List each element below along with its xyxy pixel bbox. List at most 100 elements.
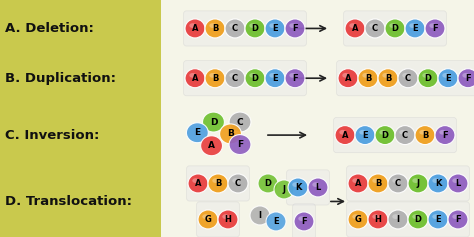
Ellipse shape — [425, 19, 445, 38]
Ellipse shape — [368, 210, 388, 229]
Ellipse shape — [372, 178, 379, 183]
Ellipse shape — [265, 69, 285, 88]
Ellipse shape — [392, 214, 399, 219]
Text: D: D — [252, 74, 258, 83]
Text: B. Duplication:: B. Duplication: — [5, 72, 116, 85]
Ellipse shape — [201, 136, 222, 156]
Ellipse shape — [398, 69, 418, 88]
Ellipse shape — [265, 19, 285, 38]
Ellipse shape — [205, 19, 225, 38]
Text: A: A — [195, 179, 201, 188]
Text: C: C — [237, 118, 243, 127]
Ellipse shape — [385, 19, 405, 38]
FancyBboxPatch shape — [183, 61, 306, 96]
FancyBboxPatch shape — [344, 11, 447, 46]
Text: K: K — [295, 183, 301, 192]
Ellipse shape — [352, 214, 359, 219]
Ellipse shape — [448, 210, 468, 229]
Ellipse shape — [362, 73, 369, 78]
Ellipse shape — [345, 19, 365, 38]
Ellipse shape — [348, 210, 368, 229]
Ellipse shape — [218, 210, 238, 229]
Ellipse shape — [410, 23, 416, 28]
Text: E: E — [273, 217, 279, 226]
Ellipse shape — [435, 126, 455, 145]
Ellipse shape — [202, 214, 209, 219]
Ellipse shape — [369, 23, 376, 28]
Text: C: C — [232, 74, 238, 83]
Ellipse shape — [355, 126, 375, 145]
Ellipse shape — [269, 23, 276, 28]
Ellipse shape — [438, 69, 458, 88]
Text: B: B — [375, 179, 381, 188]
Ellipse shape — [432, 178, 439, 183]
Ellipse shape — [229, 135, 251, 155]
Text: D: D — [382, 131, 389, 140]
Text: C: C — [372, 24, 378, 33]
Text: C: C — [402, 131, 408, 140]
Ellipse shape — [392, 178, 399, 183]
Ellipse shape — [208, 174, 228, 193]
Ellipse shape — [388, 174, 408, 193]
Text: D: D — [264, 179, 272, 188]
Text: H: H — [225, 215, 231, 224]
FancyBboxPatch shape — [346, 166, 469, 201]
FancyBboxPatch shape — [292, 204, 315, 237]
Ellipse shape — [448, 174, 468, 193]
Ellipse shape — [428, 174, 448, 193]
Ellipse shape — [412, 178, 419, 183]
Ellipse shape — [428, 210, 448, 229]
Ellipse shape — [462, 73, 469, 78]
Text: F: F — [442, 131, 448, 140]
FancyBboxPatch shape — [334, 118, 456, 153]
Text: D: D — [252, 24, 258, 33]
Ellipse shape — [349, 23, 356, 28]
Text: F: F — [455, 215, 461, 224]
Ellipse shape — [402, 73, 409, 78]
Ellipse shape — [348, 174, 368, 193]
Ellipse shape — [452, 214, 459, 219]
Text: I: I — [258, 211, 262, 220]
Ellipse shape — [378, 69, 398, 88]
Ellipse shape — [375, 126, 395, 145]
Bar — [0, 0, 161, 237]
Text: F: F — [237, 140, 243, 149]
Ellipse shape — [269, 73, 276, 78]
Text: E: E — [272, 74, 278, 83]
Text: H: H — [374, 215, 382, 224]
Ellipse shape — [368, 174, 388, 193]
Text: F: F — [292, 24, 298, 33]
FancyBboxPatch shape — [337, 61, 474, 96]
Ellipse shape — [189, 23, 196, 28]
Text: D: D — [210, 118, 217, 127]
Ellipse shape — [274, 180, 294, 199]
Ellipse shape — [292, 182, 299, 187]
Ellipse shape — [250, 206, 270, 225]
Ellipse shape — [258, 174, 278, 193]
Text: F: F — [301, 217, 307, 226]
Text: E: E — [194, 128, 201, 137]
Ellipse shape — [245, 69, 265, 88]
Text: A: A — [355, 179, 361, 188]
Ellipse shape — [285, 69, 305, 88]
Ellipse shape — [245, 19, 265, 38]
Ellipse shape — [412, 214, 419, 219]
FancyBboxPatch shape — [197, 202, 239, 237]
Ellipse shape — [312, 182, 319, 187]
Text: I: I — [396, 215, 400, 224]
Ellipse shape — [205, 69, 225, 88]
Ellipse shape — [342, 73, 349, 78]
Ellipse shape — [202, 112, 224, 132]
Ellipse shape — [422, 73, 429, 78]
Text: L: L — [456, 179, 461, 188]
Ellipse shape — [415, 126, 435, 145]
Text: D: D — [392, 24, 399, 33]
Ellipse shape — [222, 214, 229, 219]
FancyBboxPatch shape — [287, 170, 329, 205]
Text: B: B — [385, 74, 391, 83]
Ellipse shape — [442, 73, 449, 78]
Text: C: C — [235, 179, 241, 188]
Text: C: C — [405, 74, 411, 83]
Ellipse shape — [185, 19, 205, 38]
Ellipse shape — [249, 73, 256, 78]
